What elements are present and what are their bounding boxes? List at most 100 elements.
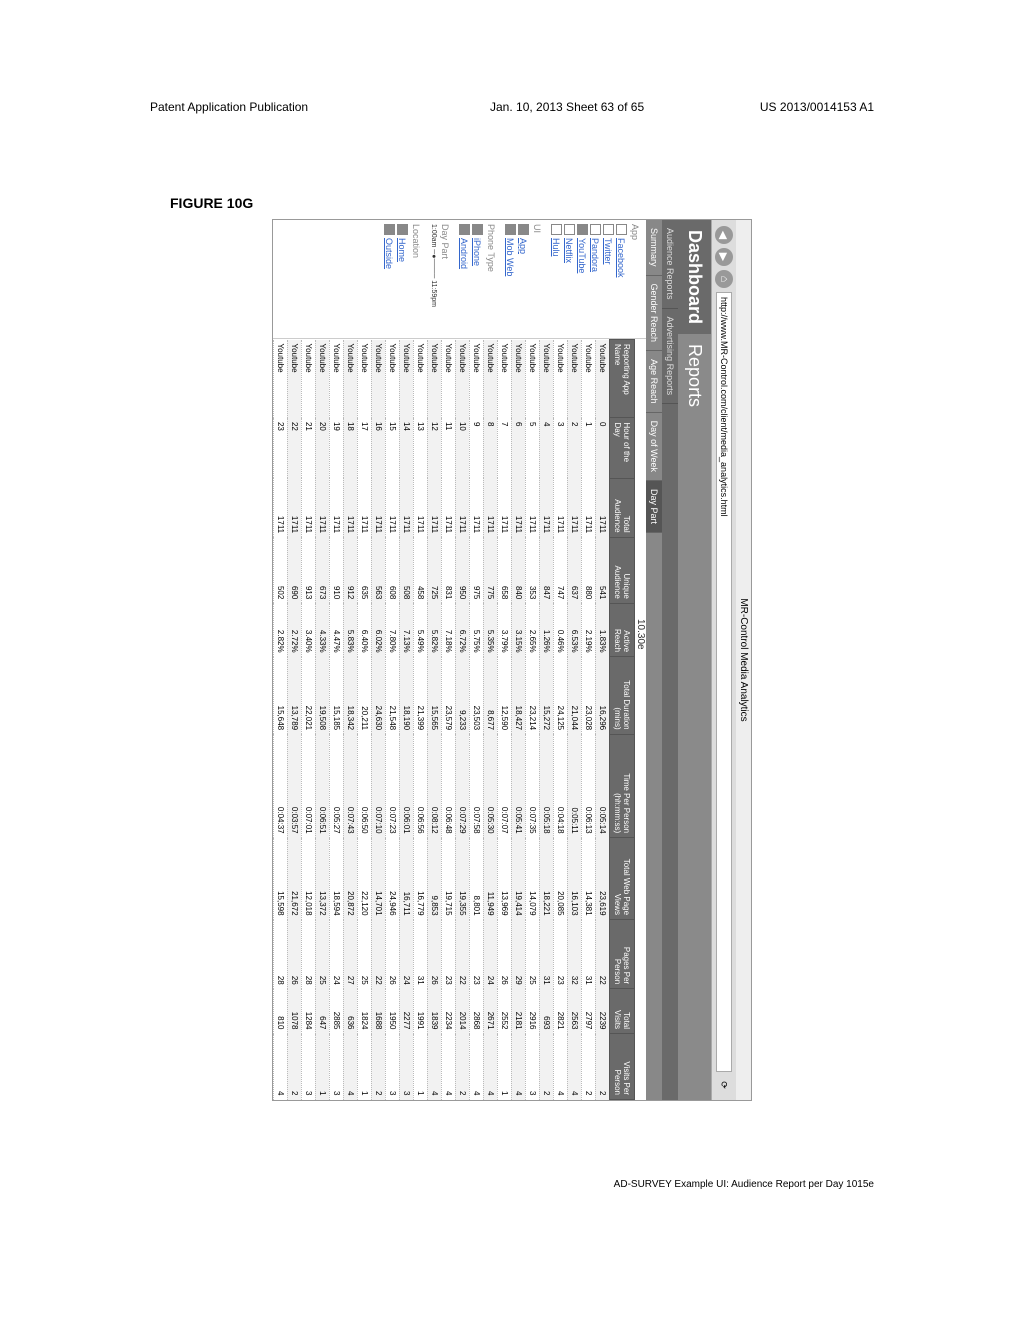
table-row: Youtube2017116734.33%19,5080:06:5113,372… — [316, 340, 330, 1100]
sidebar-app-link[interactable]: Facebook — [617, 238, 627, 278]
sidebar-location-header: Location — [411, 224, 421, 334]
table-row: Youtube517113532.65%23,2140:07:3514,0792… — [526, 340, 540, 1100]
url-bar[interactable]: http://www.MR-Control.com/client/media_a… — [716, 292, 732, 1072]
forward-icon[interactable]: ▶ — [715, 248, 733, 266]
col-header: Unique Audience — [610, 537, 635, 603]
dashboard-label: Dashboard — [678, 220, 711, 334]
pub-sheet: Jan. 10, 2013 Sheet 63 of 65 — [490, 100, 644, 114]
window-title: MR-Control Media Analytics — [736, 220, 751, 1100]
sidebar-app-youtube[interactable]: YouTube — [576, 224, 589, 334]
dashboard-header: Dashboard Reports — [678, 220, 711, 1100]
sidebar-ui-app[interactable]: App — [517, 224, 530, 334]
table-row: Youtube1617115636.02%24,6300:07:1014,701… — [372, 340, 386, 1100]
col-header: Hour of the Day — [610, 418, 635, 478]
tab-day-of-week[interactable]: Day of Week — [646, 413, 662, 481]
table-row: Youtube2317115022.82%15,6480:04:3715,598… — [274, 340, 288, 1100]
col-header: Reporting App Name — [610, 340, 635, 418]
sidebar-app-link[interactable]: Hulu — [552, 238, 562, 257]
sidebar-loc-home[interactable]: Home — [396, 224, 409, 334]
tab-summary[interactable]: Summary — [646, 220, 662, 276]
checkbox-icon[interactable] — [397, 224, 408, 235]
table-row: Youtube317117470.46%24,1250:04:1820,0852… — [554, 340, 568, 1100]
sidebar-phone-header: Phone Type — [486, 224, 496, 334]
sidebar-ui-link[interactable]: Mob Web — [506, 238, 516, 276]
sidebar-loc-link[interactable]: Home — [398, 238, 408, 262]
checkbox-icon[interactable] — [384, 224, 395, 235]
table-row: Youtube2217116902.72%13,7890:03:5721,672… — [288, 340, 302, 1100]
data-table: Reporting App NameHour of the DayTotal A… — [273, 339, 635, 1100]
tab-audience-reports[interactable]: Audience Reports — [662, 220, 678, 309]
figure-caption: AD-SURVEY Example UI: Audience Report pe… — [614, 1179, 874, 1190]
col-header: Time Per Person (hh:mm:ss) — [610, 734, 635, 837]
tabs-row-2: Summary Gender Reach Age Reach Day of We… — [646, 220, 662, 1100]
sidebar-loc-outside[interactable]: Outside — [383, 224, 396, 334]
table-row: Youtube717116583.79%12,5900:07:0713,9692… — [498, 340, 512, 1100]
sidebar-phone-link[interactable]: Android — [460, 238, 470, 269]
checkbox-icon[interactable] — [459, 224, 470, 235]
browser-chrome: ◀ ▶ ⌂ http://www.MR-Control.com/client/m… — [711, 220, 736, 1100]
reports-label: Reports — [678, 334, 711, 1100]
col-header: Total Visits — [610, 989, 635, 1034]
col-header: Total Audience — [610, 478, 635, 537]
table-row: Youtube817117755.35%8,6770:05:3011,94924… — [484, 340, 498, 1100]
sidebar-phone-link[interactable]: iPhone — [473, 238, 483, 266]
col-header: Total Duration (mins) — [610, 657, 635, 735]
checkbox-icon[interactable] — [603, 224, 614, 235]
table-row: Youtube2117119133.40%22,0210:07:0112,018… — [302, 340, 316, 1100]
sidebar-app-link[interactable]: Netflix — [565, 238, 575, 263]
sidebar-ui-mob-web[interactable]: Mob Web — [504, 224, 517, 334]
table-row: Youtube1917119104.47%15,1850:05:2718,594… — [330, 340, 344, 1100]
checkbox-icon[interactable] — [518, 224, 529, 235]
table-row: Youtube1717116356.40%20,2110:06:5022,120… — [358, 340, 372, 1100]
col-header: Active Reach — [610, 603, 635, 656]
table-row: Youtube1417115087.13%18,1900:06:0116,711… — [400, 340, 414, 1100]
sidebar: App FacebookTwitterPandoraYouTubeNetflix… — [273, 220, 646, 339]
sidebar-app-netflix[interactable]: Netflix — [563, 224, 576, 334]
table-row: Youtube917119755.75%23,5030:07:588,80123… — [470, 340, 484, 1100]
checkbox-icon[interactable] — [551, 224, 562, 235]
table-row: Youtube1317114585.49%21,3990:06:5616,779… — [414, 340, 428, 1100]
callout-1030e: 10.30e — [635, 339, 646, 1100]
table-row: Youtube217116376.53%21,0440:05:1116,1033… — [568, 340, 582, 1100]
home-icon[interactable]: ⌂ — [715, 270, 733, 288]
pub-header-left: Patent Application Publication — [150, 100, 308, 114]
refresh-icon[interactable]: ⟳ — [715, 1076, 733, 1094]
sidebar-app-pandora[interactable]: Pandora — [589, 224, 602, 334]
table-row: Youtube017115411.83%16,2960:05:1423,6192… — [596, 340, 610, 1100]
col-header: Pages Per Person — [610, 920, 635, 989]
checkbox-icon[interactable] — [564, 224, 575, 235]
col-header: Total Web Page Views — [610, 838, 635, 920]
sidebar-app-facebook[interactable]: Facebook — [615, 224, 628, 334]
checkbox-icon[interactable] — [616, 224, 627, 235]
checkbox-icon[interactable] — [590, 224, 601, 235]
table-row: Youtube1017119506.72%9,2330:07:2919,3552… — [456, 340, 470, 1100]
col-header: Visits Per Person — [610, 1034, 635, 1100]
slider-daypart[interactable]: 1:00am ─●──── 11:59pm — [429, 224, 438, 334]
sidebar-ui-header: UI — [532, 224, 542, 334]
sidebar-phone-iphone[interactable]: iPhone — [471, 224, 484, 334]
tab-advertising-reports[interactable]: Advertising Reports — [662, 309, 678, 405]
sidebar-loc-link[interactable]: Outside — [385, 238, 395, 269]
sidebar-app-hulu[interactable]: Hulu — [550, 224, 563, 334]
sidebar-app-twitter[interactable]: Twitter — [602, 224, 615, 334]
back-icon[interactable]: ◀ — [715, 226, 733, 244]
tab-gender-reach[interactable]: Gender Reach — [646, 276, 662, 352]
figure-label: FIGURE 10G — [170, 195, 253, 211]
table-row: Youtube417118471.26%15,2720:05:1818,2213… — [540, 340, 554, 1100]
checkbox-icon[interactable] — [577, 224, 588, 235]
tabs-row-1: Audience Reports Advertising Reports — [662, 220, 678, 1100]
table-row: Youtube1117118317.18%23,5790:06:4819,715… — [442, 340, 456, 1100]
tab-age-reach[interactable]: Age Reach — [646, 351, 662, 413]
sidebar-app-link[interactable]: Twitter — [604, 238, 614, 265]
sidebar-daypart-header: Day Part — [440, 224, 450, 334]
sidebar-app-link[interactable]: Pandora — [591, 238, 601, 272]
sidebar-phone-android[interactable]: Android — [458, 224, 471, 334]
sidebar-app-link[interactable]: YouTube — [578, 238, 588, 273]
sidebar-ui-link[interactable]: App — [519, 238, 529, 254]
table-row: Youtube1817119125.83%18,3420:07:4320,872… — [344, 340, 358, 1100]
table-row: Youtube617118403.15%18,4270:05:4119,4142… — [512, 340, 526, 1100]
checkbox-icon[interactable] — [505, 224, 516, 235]
browser-window: MR-Control Media Analytics ◀ ▶ ⌂ http://… — [272, 219, 752, 1101]
checkbox-icon[interactable] — [472, 224, 483, 235]
tab-day-part[interactable]: Day Part — [646, 481, 662, 533]
